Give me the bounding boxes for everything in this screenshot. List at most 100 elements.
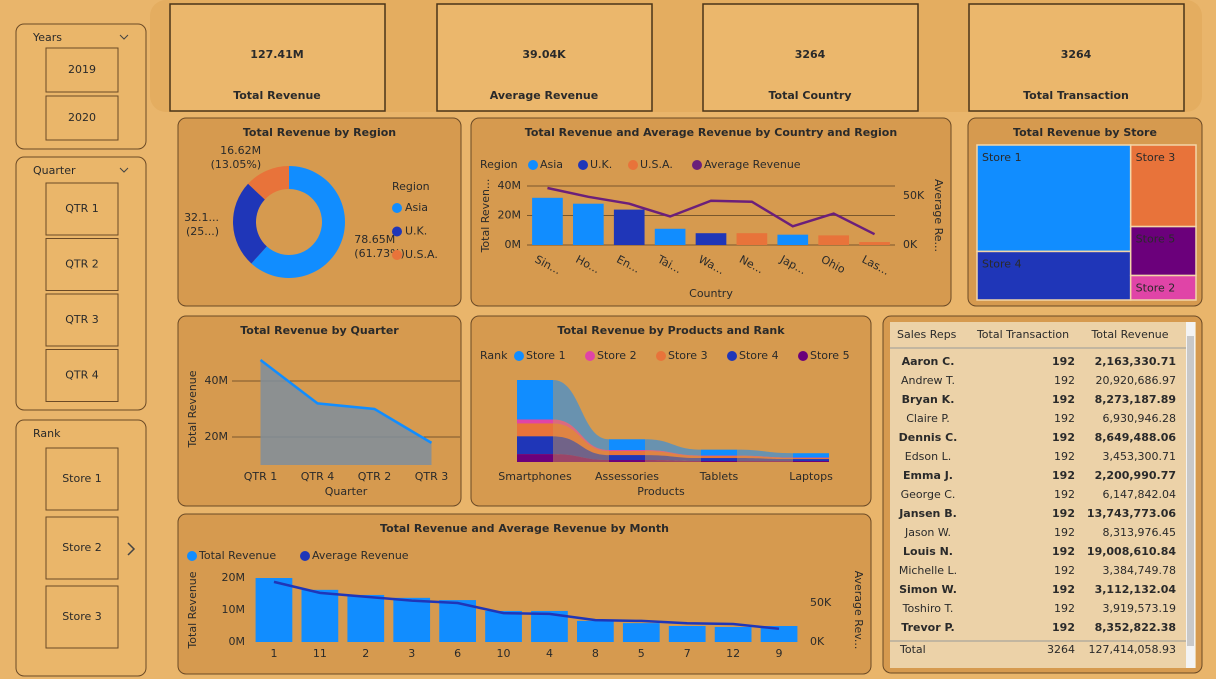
ribbon-bar	[793, 461, 829, 462]
bar	[760, 626, 798, 642]
slicer-title: Rank	[33, 427, 61, 440]
ribbon	[737, 456, 793, 460]
tick-label: 10M	[222, 603, 246, 616]
tile-label: Store 1	[982, 151, 1022, 164]
ribbon	[737, 455, 793, 459]
y2-axis-title: Average Rev...	[852, 571, 865, 650]
bar	[695, 233, 727, 245]
table-cell: 192	[1054, 450, 1075, 463]
chart-title: Total Revenue by Store	[1013, 126, 1157, 139]
ribbon-bar	[701, 456, 737, 459]
kpi-label: Average Revenue	[490, 89, 598, 102]
legend-swatch	[656, 351, 666, 361]
line	[259, 359, 433, 444]
kpi-card	[968, 3, 1185, 112]
ribbon	[645, 460, 701, 462]
legend-label: Asia	[540, 158, 563, 171]
kpi-card	[169, 3, 386, 112]
legend-label: Asia	[405, 201, 428, 214]
legend-label: Store 5	[810, 349, 850, 362]
ribbon	[737, 458, 793, 462]
table-cell: Claire P.	[906, 412, 950, 425]
line	[547, 186, 876, 236]
ribbon-bar	[517, 380, 553, 420]
x-axis-title: Country	[689, 287, 733, 300]
treemap-tile	[1129, 274, 1197, 301]
total-cell: 127,414,058.93	[1089, 643, 1176, 656]
legend-title: Region	[480, 158, 518, 171]
ribbon-bar	[517, 423, 553, 437]
legend-swatch	[692, 160, 702, 170]
x-tick-label: Assessories	[595, 470, 659, 483]
table-cell: 192	[1052, 507, 1075, 520]
kpi-label: Total Transaction	[1023, 89, 1129, 102]
kpi-card	[702, 3, 919, 112]
bar	[777, 234, 809, 245]
table-cell: Trevor P.	[901, 621, 954, 634]
data-label-box: 78.65M (61.73%)	[354, 233, 405, 261]
legend-swatch	[187, 551, 197, 561]
total-cell: 3264	[1047, 643, 1075, 656]
legend-swatch	[392, 250, 402, 260]
ribbon-bar	[609, 450, 645, 452]
y-axis-title: Total Revenue	[186, 571, 199, 649]
slicer-button[interactable]	[45, 585, 119, 649]
slicer-item: Store 1	[62, 472, 102, 485]
table-cell: Louis N.	[903, 545, 953, 558]
slicer-button[interactable]	[45, 293, 119, 347]
table-cell: 192	[1052, 621, 1075, 634]
slicer-button[interactable]	[45, 47, 119, 93]
table-cell: 13,743,773.06	[1087, 507, 1176, 520]
slicer-button[interactable]	[45, 447, 119, 511]
x-tick-label: 4	[546, 647, 553, 660]
slicer-button[interactable]	[45, 95, 119, 141]
ribbon-bar	[793, 453, 829, 458]
donut-slice	[251, 166, 345, 278]
table-cell: 6,930,946.28	[1103, 412, 1176, 425]
ribbon	[553, 380, 609, 451]
legend-swatch	[528, 160, 538, 170]
scroll-thumb[interactable]	[1187, 336, 1194, 646]
table-body	[890, 322, 1196, 668]
slicer-button[interactable]	[45, 182, 119, 236]
ribbon	[645, 450, 701, 457]
ribbon-bar	[701, 449, 737, 456]
chart-title: Total Revenue by Quarter	[240, 324, 399, 337]
x-tick-label: 9	[776, 647, 783, 660]
table-cell: 192	[1052, 469, 1075, 482]
x-tick-label: 2	[362, 647, 369, 660]
slicer-button[interactable]	[45, 516, 119, 580]
chevron-right	[127, 542, 136, 556]
slicer-item: QTR 1	[65, 202, 99, 215]
table-cell: 8,352,822.38	[1095, 621, 1176, 634]
column-header: Sales Reps	[897, 328, 957, 341]
bar	[485, 610, 522, 642]
legend-swatch	[300, 551, 310, 561]
table-cell: Andrew T.	[901, 374, 955, 387]
tick-label: 50K	[810, 596, 832, 609]
data-label-box: 16.62M (13.05%)	[211, 144, 262, 171]
data-label: 78.65M (61.73%)	[354, 233, 405, 261]
column-header: Total Transaction	[976, 328, 1069, 341]
slicer-item: QTR 4	[65, 369, 99, 382]
y-axis-title: Total Revenue	[186, 370, 199, 448]
legend-swatch	[392, 203, 402, 213]
data-label: 32.1... (25...)	[184, 210, 220, 238]
legend-label: U.S.A.	[640, 158, 673, 171]
table-cell: 2,163,330.71	[1095, 355, 1176, 368]
slicer-title: Quarter	[33, 164, 76, 177]
legend-label: Store 4	[739, 349, 779, 362]
table-cell: 19,008,610.84	[1087, 545, 1176, 558]
chevron	[119, 167, 129, 173]
ribbon	[645, 439, 701, 456]
slicer-button[interactable]	[45, 238, 119, 291]
legend-swatch	[392, 226, 402, 237]
x-tick-label: 5	[638, 647, 645, 660]
slicer-button[interactable]	[45, 349, 119, 402]
legend-label: Store 2	[597, 349, 637, 362]
table-cell: Simon W.	[899, 583, 957, 596]
ribbon	[553, 419, 609, 452]
tick-label: 20M	[222, 571, 246, 584]
table-cell: Jason W.	[904, 526, 951, 539]
ribbon	[737, 449, 793, 458]
